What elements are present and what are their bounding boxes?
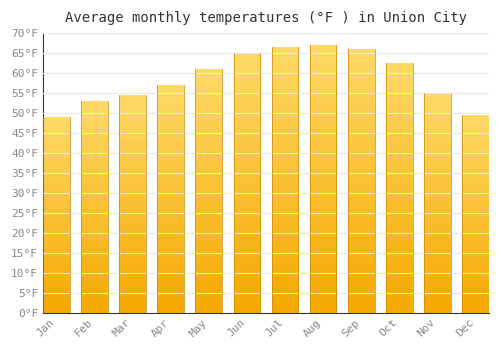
Title: Average monthly temperatures (°F ) in Union City: Average monthly temperatures (°F ) in Un…	[65, 11, 467, 25]
